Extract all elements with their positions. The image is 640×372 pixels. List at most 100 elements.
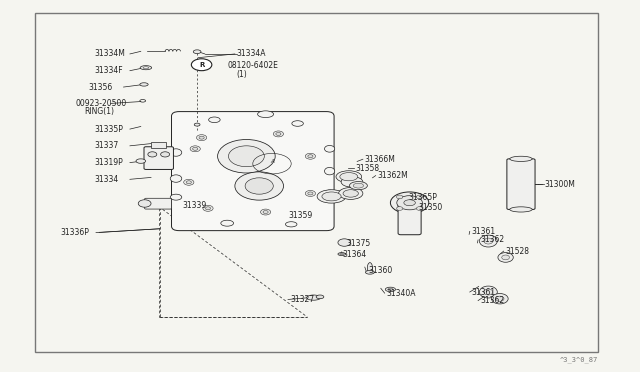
Ellipse shape [324, 167, 335, 175]
Ellipse shape [349, 182, 367, 190]
Ellipse shape [484, 289, 493, 295]
Text: 31327: 31327 [290, 295, 314, 304]
Circle shape [245, 178, 273, 194]
Text: 31365P: 31365P [408, 193, 437, 202]
Ellipse shape [340, 173, 358, 181]
Ellipse shape [170, 194, 182, 200]
Ellipse shape [343, 190, 358, 197]
Ellipse shape [339, 187, 363, 199]
Ellipse shape [221, 220, 234, 226]
Ellipse shape [170, 149, 182, 156]
Circle shape [396, 207, 403, 211]
Circle shape [193, 147, 198, 150]
Ellipse shape [353, 183, 364, 188]
Ellipse shape [258, 111, 274, 118]
Ellipse shape [316, 295, 324, 299]
Ellipse shape [324, 145, 335, 152]
Text: A: A [270, 159, 274, 164]
Circle shape [273, 131, 284, 137]
Ellipse shape [484, 238, 493, 244]
Circle shape [203, 205, 213, 211]
Text: 31335P: 31335P [95, 125, 124, 134]
Text: 31360: 31360 [368, 266, 392, 275]
Ellipse shape [143, 67, 149, 68]
Text: 31528: 31528 [506, 247, 530, 256]
Text: 31336P: 31336P [61, 228, 90, 237]
Ellipse shape [479, 235, 497, 247]
Text: 31339: 31339 [182, 201, 207, 210]
Text: (1): (1) [237, 70, 248, 79]
Text: 31362M: 31362M [378, 171, 408, 180]
Text: 31366M: 31366M [365, 155, 396, 164]
Text: 31362: 31362 [480, 235, 504, 244]
Circle shape [235, 172, 284, 200]
Ellipse shape [292, 121, 303, 126]
Circle shape [199, 136, 204, 139]
Text: 31358: 31358 [356, 164, 380, 173]
Text: 31340A: 31340A [387, 289, 416, 298]
Circle shape [205, 207, 211, 210]
Ellipse shape [341, 177, 363, 187]
Text: 31362: 31362 [480, 296, 504, 305]
Ellipse shape [193, 50, 201, 54]
Circle shape [228, 146, 264, 167]
Ellipse shape [136, 159, 146, 163]
FancyBboxPatch shape [172, 112, 334, 231]
Text: 31350: 31350 [419, 203, 443, 212]
Circle shape [184, 179, 194, 185]
Circle shape [305, 190, 316, 196]
Ellipse shape [324, 190, 335, 197]
Circle shape [417, 207, 423, 211]
Circle shape [260, 209, 271, 215]
Ellipse shape [317, 190, 346, 203]
Text: 31361: 31361 [472, 288, 496, 296]
Circle shape [338, 239, 351, 246]
Ellipse shape [479, 286, 497, 298]
FancyBboxPatch shape [144, 147, 173, 169]
Circle shape [161, 152, 170, 157]
Text: 31334: 31334 [95, 175, 119, 184]
Ellipse shape [140, 83, 148, 86]
Circle shape [308, 155, 313, 158]
Circle shape [276, 132, 281, 135]
Text: ^3_3^0_87: ^3_3^0_87 [560, 356, 598, 363]
Ellipse shape [170, 175, 182, 182]
Ellipse shape [496, 296, 504, 301]
Text: 31361: 31361 [472, 227, 496, 236]
Ellipse shape [307, 295, 321, 300]
Bar [35, 13, 598, 352]
Text: 31300M: 31300M [544, 180, 575, 189]
Circle shape [138, 200, 151, 207]
Text: 31359: 31359 [288, 211, 312, 220]
Circle shape [190, 146, 200, 152]
Bar [151, 142, 166, 148]
Text: 31334F: 31334F [95, 66, 124, 75]
Circle shape [148, 152, 157, 157]
Ellipse shape [322, 192, 341, 201]
Text: 00923-20500: 00923-20500 [76, 99, 127, 108]
Ellipse shape [397, 196, 422, 210]
Circle shape [263, 211, 268, 214]
Ellipse shape [498, 253, 513, 262]
Circle shape [191, 59, 212, 71]
Text: 31319P: 31319P [95, 158, 124, 167]
FancyBboxPatch shape [507, 159, 535, 209]
Ellipse shape [365, 270, 374, 274]
Circle shape [218, 140, 275, 173]
Text: 31334M: 31334M [95, 49, 125, 58]
Ellipse shape [404, 200, 415, 206]
Ellipse shape [195, 123, 200, 126]
Ellipse shape [510, 156, 532, 161]
Text: 31364: 31364 [342, 250, 367, 259]
Text: R: R [199, 62, 204, 68]
Ellipse shape [209, 117, 220, 122]
Text: 31356: 31356 [88, 83, 113, 92]
FancyBboxPatch shape [398, 202, 421, 235]
Ellipse shape [285, 222, 297, 227]
Text: 08120-6402E: 08120-6402E [227, 61, 278, 70]
Ellipse shape [390, 192, 429, 214]
Ellipse shape [510, 207, 532, 212]
Circle shape [305, 153, 316, 159]
Ellipse shape [502, 255, 509, 260]
Circle shape [308, 192, 313, 195]
